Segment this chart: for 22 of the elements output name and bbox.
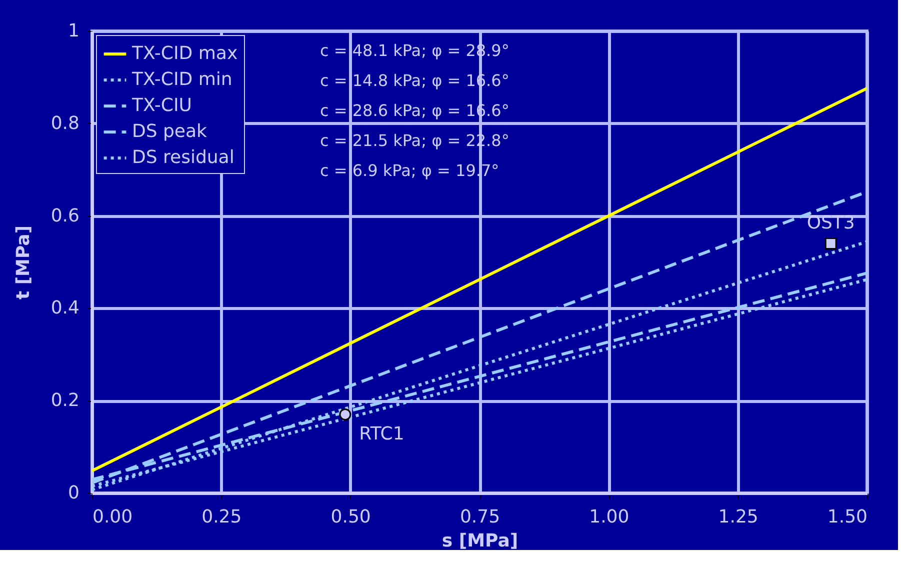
y-tick-label: 0.4: [50, 298, 80, 319]
y-tick-label: 0.8: [50, 112, 80, 134]
series-label: RTC1: [359, 423, 404, 444]
x-tick-label: 1.00: [589, 506, 630, 528]
x-tick-label: 1.50: [827, 506, 868, 528]
legend-label: TX-CID min: [131, 69, 232, 90]
x-tick-label: 0.00: [92, 506, 133, 528]
x-axis-title: s [MPa]: [442, 530, 518, 552]
series-label: OST3: [806, 212, 855, 234]
x-tick-label: 0.75: [460, 506, 500, 528]
y-tick-label: 0.6: [50, 205, 80, 226]
y-tick-label: 1: [68, 20, 80, 42]
legend-label: TX-CID max: [131, 43, 238, 64]
y-tick-label: 0: [68, 482, 80, 504]
y-tick-label: 0.2: [50, 390, 80, 412]
x-tick-label: 0.25: [202, 506, 242, 528]
x-tick-label: 0.50: [330, 506, 371, 528]
y-axis-title: t [MPa]: [12, 225, 34, 300]
legend-label: DS peak: [132, 121, 208, 142]
legend-label: TX-CIU: [131, 95, 192, 116]
legend-label: DS residual: [132, 147, 234, 168]
x-tick-label: 1.25: [718, 506, 758, 528]
